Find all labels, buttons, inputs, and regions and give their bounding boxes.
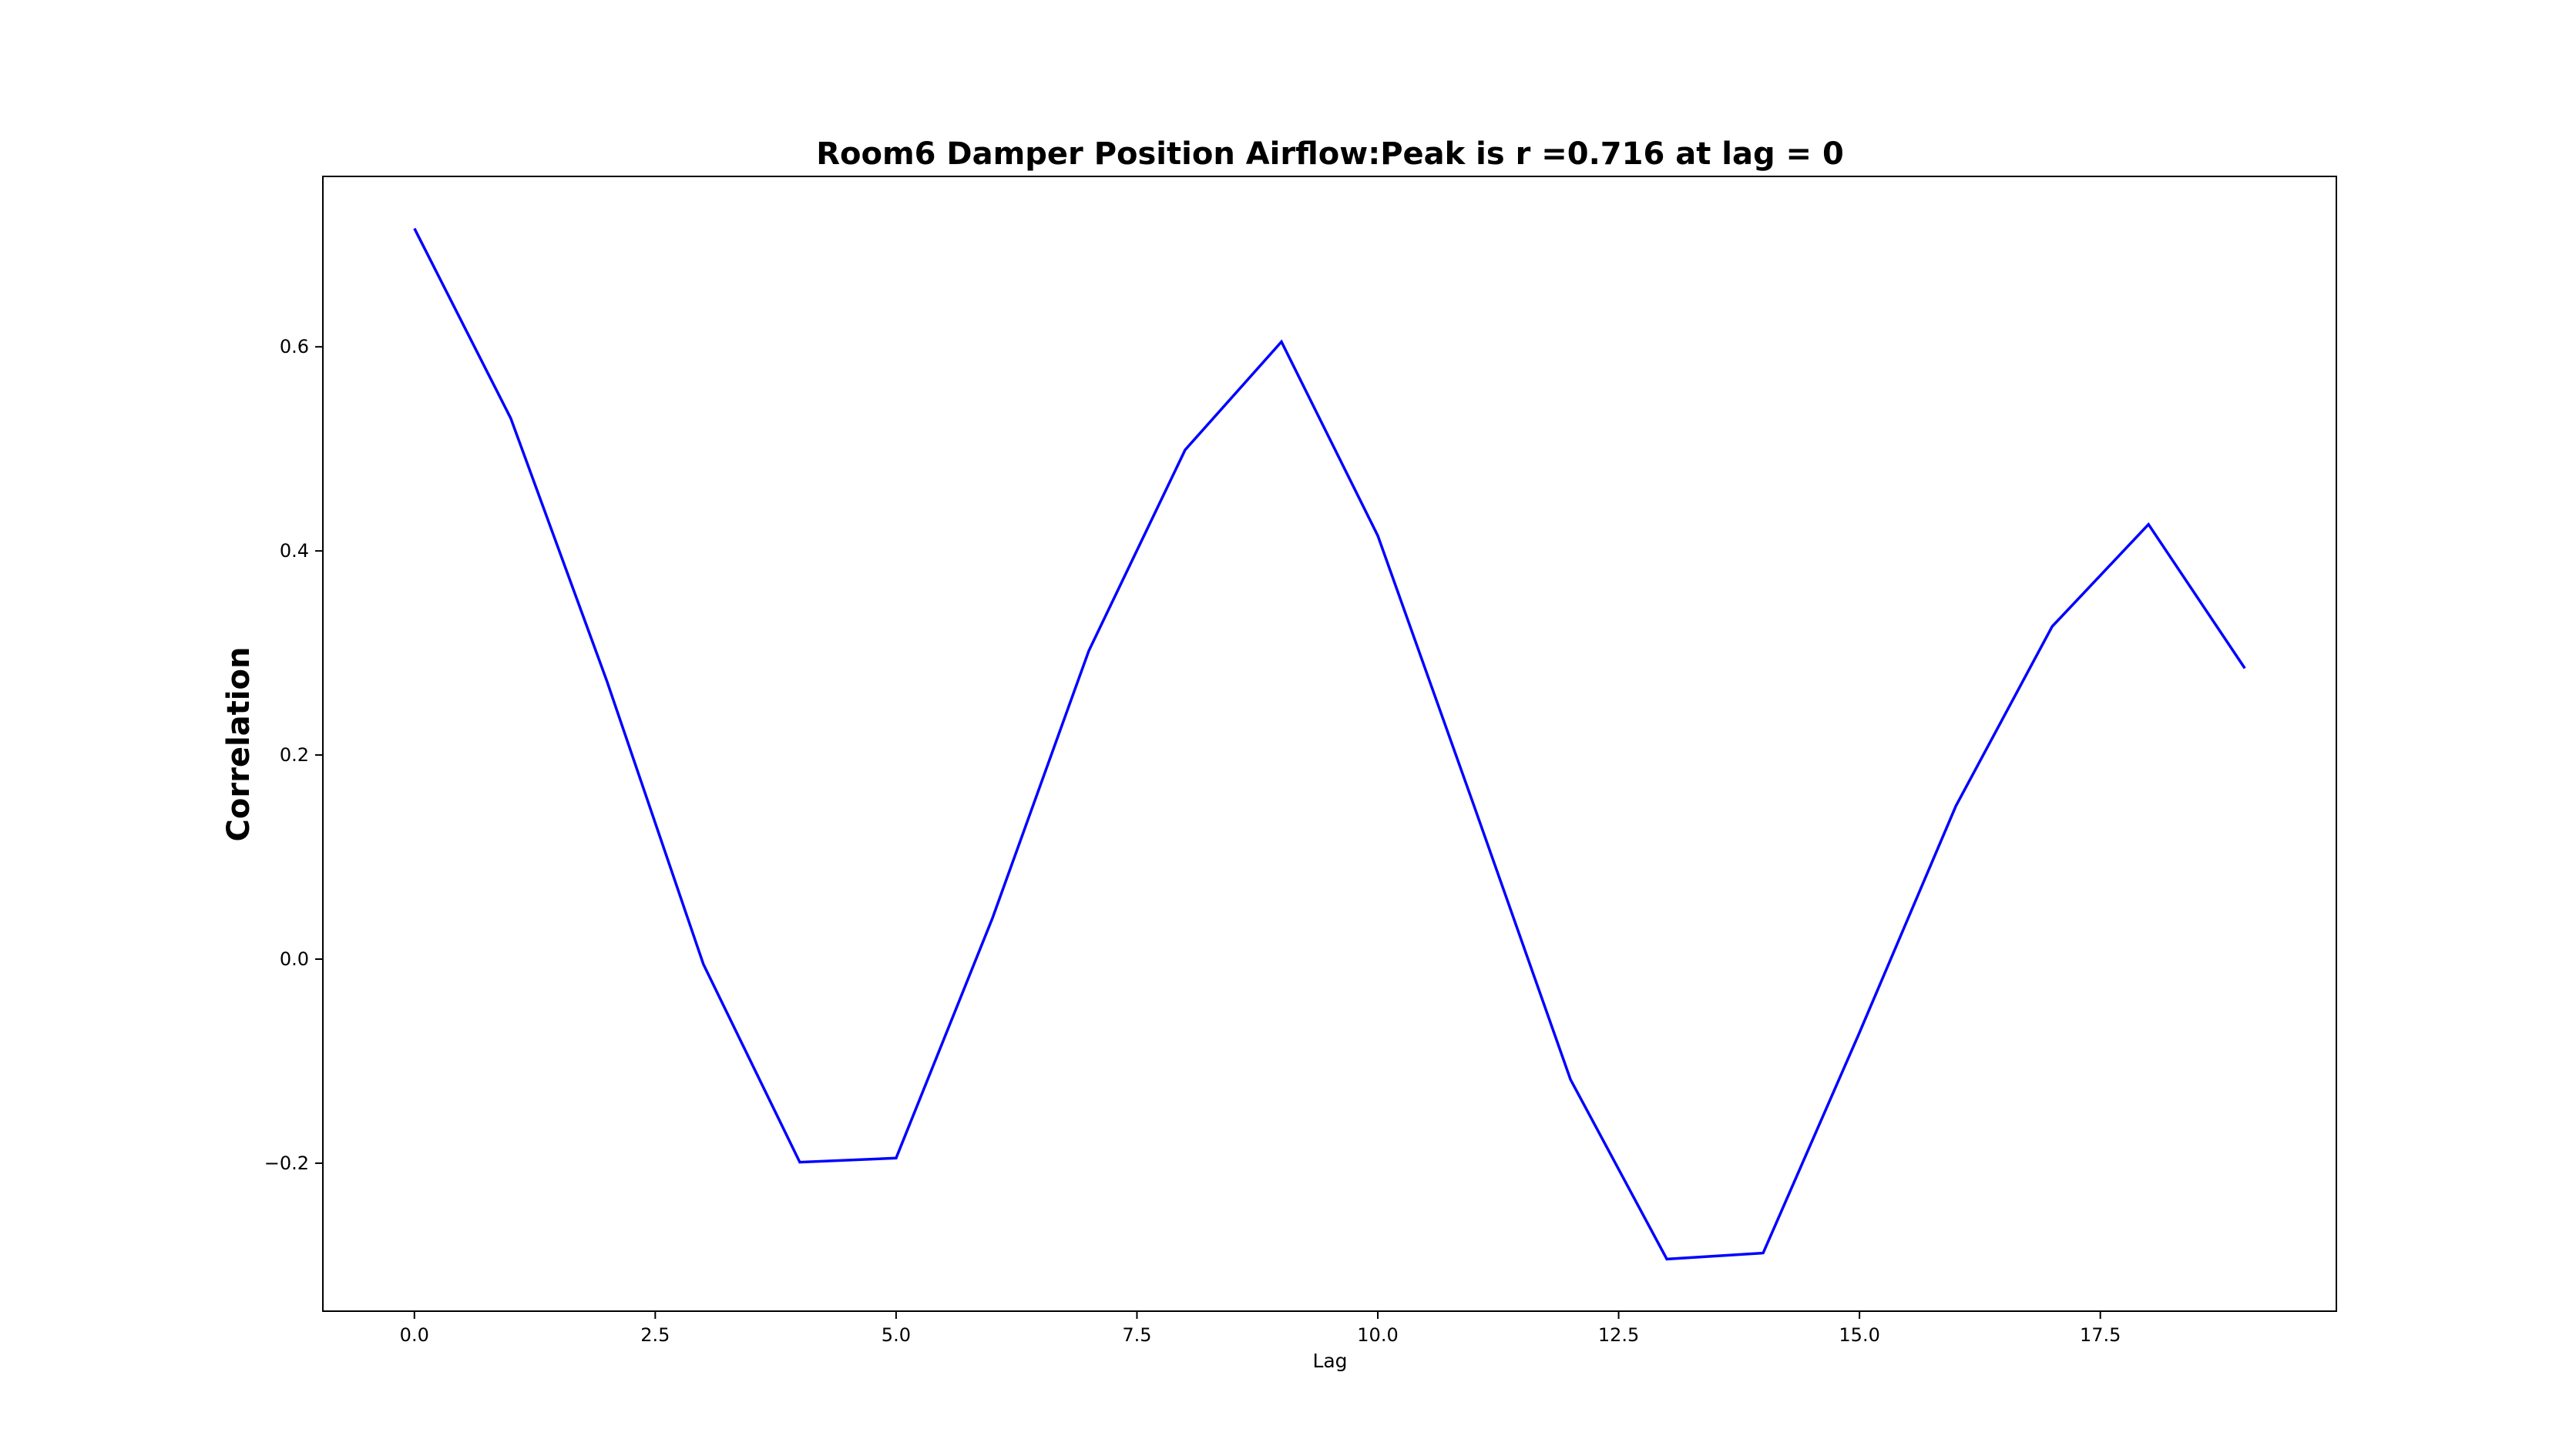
y-tick-label: 0.0: [280, 948, 309, 970]
x-tick-label: 15.0: [1839, 1324, 1879, 1346]
y-axis-label: Correlation: [221, 647, 257, 842]
x-tick-label: 2.5: [640, 1324, 670, 1346]
chart-title: Room6 Damper Position Airflow:Peak is r …: [816, 136, 1844, 172]
plot-area-frame: [322, 176, 2337, 1312]
x-tick-label: 5.0: [882, 1324, 911, 1346]
series-line: [413, 227, 2246, 1261]
x-tick-label: 10.0: [1357, 1324, 1398, 1346]
y-tick-label: 0.2: [280, 744, 309, 766]
y-tick-label: −0.2: [264, 1152, 309, 1174]
y-tick-label: 0.4: [280, 540, 309, 562]
x-tick-label: 17.5: [2080, 1324, 2121, 1346]
x-axis-label: Lag: [1312, 1350, 1347, 1372]
x-tick-label: 7.5: [1122, 1324, 1151, 1346]
y-tick-label: 0.6: [280, 336, 309, 357]
x-tick-label: 0.0: [400, 1324, 429, 1346]
y-axis: −0.2 0.0 0.2 0.4 0.6: [264, 336, 323, 1174]
x-tick-label: 12.5: [1598, 1324, 1639, 1346]
series-layer: [413, 227, 2246, 1261]
x-axis: 0.0 2.5 5.0 7.5 10.0 12.5 15.0 17.5: [400, 1311, 2121, 1346]
